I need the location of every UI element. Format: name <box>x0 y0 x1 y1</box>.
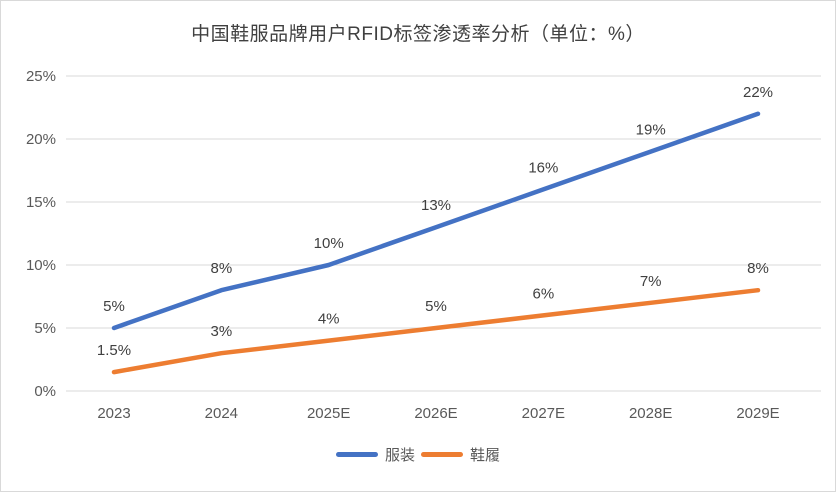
x-axis-tick-label: 2023 <box>97 405 130 422</box>
y-axis-tick-label: 5% <box>34 320 56 337</box>
data-label: 10% <box>314 235 344 252</box>
chart-title: 中国鞋服品牌用户RFID标签渗透率分析（单位：%） <box>191 24 645 45</box>
legend-item-apparel: 服装 <box>335 444 415 465</box>
legend-item-footwear: 鞋履 <box>421 444 500 465</box>
series-line-0 <box>111 111 761 331</box>
data-label: 3% <box>210 323 232 340</box>
data-label: 7% <box>640 273 662 290</box>
x-axis-tick-label: 2027E <box>522 405 565 422</box>
y-axis-tick-label: 10% <box>26 257 56 274</box>
y-axis-tick-label: 25% <box>26 68 56 85</box>
legend-line-swatch-apparel <box>335 452 378 457</box>
data-label: 8% <box>747 260 769 277</box>
data-label: 16% <box>528 159 558 176</box>
data-label: 5% <box>425 298 447 315</box>
series-line-1 <box>111 287 761 375</box>
legend-label-apparel: 服装 <box>384 447 415 464</box>
data-label: 6% <box>532 285 554 302</box>
data-label: 4% <box>318 311 340 328</box>
x-axis-tick-label: 2026E <box>414 405 457 422</box>
x-axis-tick-label: 2025E <box>307 405 350 422</box>
data-label: 13% <box>421 197 451 214</box>
legend-line-swatch-footwear <box>421 452 463 457</box>
x-axis-tick-label: 2024 <box>205 405 238 422</box>
data-label: 5% <box>103 298 125 315</box>
y-axis-tick-label: 15% <box>26 194 56 211</box>
data-label: 22% <box>743 84 773 101</box>
data-label: 19% <box>636 122 666 139</box>
x-axis-tick-label: 2029E <box>736 405 779 422</box>
legend-label-footwear: 鞋履 <box>470 447 501 464</box>
data-label: 8% <box>210 260 232 277</box>
chart-legend: 服装 鞋履 <box>1 444 835 465</box>
y-axis-tick-label: 20% <box>26 131 56 148</box>
y-axis-tick-label: 0% <box>34 383 56 400</box>
data-label: 1.5% <box>97 342 131 359</box>
x-axis-tick-label: 2028E <box>629 405 672 422</box>
